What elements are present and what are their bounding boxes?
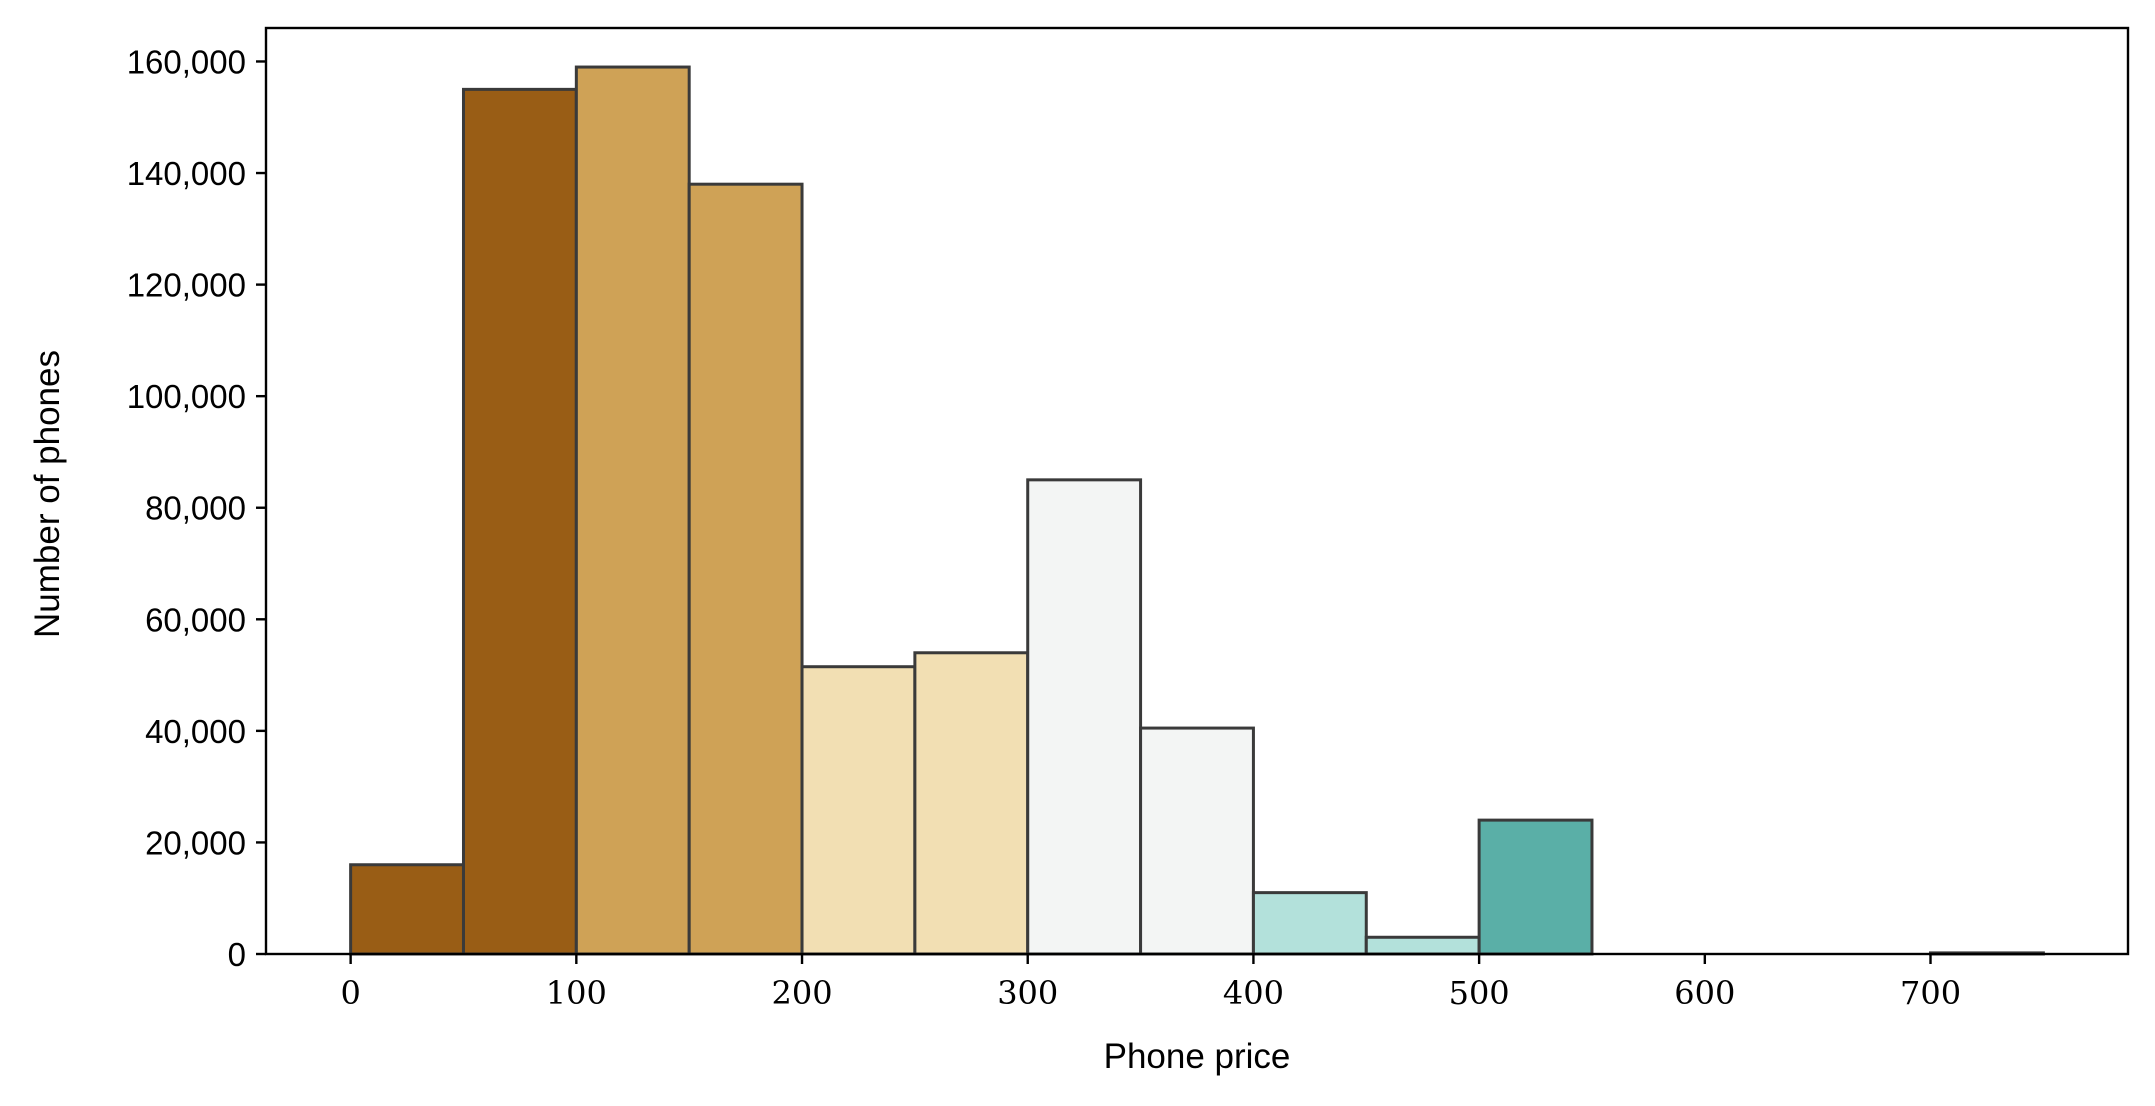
x-tick-label: 600 xyxy=(1674,974,1735,1012)
x-axis-label: Phone price xyxy=(1104,1037,1291,1076)
x-tick-label: 0 xyxy=(340,974,360,1012)
histogram-bar-9 xyxy=(1364,935,1481,956)
x-tick-label: 700 xyxy=(1900,974,1961,1012)
y-tick-label: 140,000 xyxy=(127,155,246,192)
y-tick-label: 20,000 xyxy=(145,824,246,861)
histogram-bar-2 xyxy=(574,65,691,956)
histogram-bar-4 xyxy=(800,665,917,956)
bars xyxy=(349,65,2045,956)
y-tick-label: 160,000 xyxy=(127,43,246,80)
y-tick-label: 100,000 xyxy=(127,378,246,415)
y-tick-label: 60,000 xyxy=(145,601,246,638)
x-tick-label: 100 xyxy=(546,974,607,1012)
histogram-bar-7 xyxy=(1139,726,1255,956)
histogram-bar-3 xyxy=(687,182,804,956)
y-tick-label: 40,000 xyxy=(145,713,246,750)
histogram-bar-8 xyxy=(1251,891,1368,956)
y-axis: 0 20,000 40,000 60,000 80,000 100,000 120,000 1… xyxy=(127,43,266,973)
histogram-bar-5 xyxy=(913,651,1030,956)
histogram-bar-6 xyxy=(1026,478,1143,956)
histogram-bar-0 xyxy=(349,863,465,956)
plot-frame xyxy=(264,26,2130,956)
x-tick-label: 400 xyxy=(1223,974,1284,1012)
x-tick-label: 300 xyxy=(997,974,1058,1012)
x-tick-label: 200 xyxy=(771,974,832,1012)
x-tick-label: 500 xyxy=(1449,974,1510,1012)
histogram-bar-1 xyxy=(461,87,578,956)
y-tick-label: 0 xyxy=(228,936,246,973)
y-axis-label: Number of phones xyxy=(28,350,67,638)
y-tick-label: 80,000 xyxy=(145,490,246,527)
x-axis: 0 100 200 300 400 500 600 700 xyxy=(340,954,1961,1012)
histogram-bar-10 xyxy=(1477,818,1594,956)
y-tick-label: 120,000 xyxy=(127,267,246,304)
